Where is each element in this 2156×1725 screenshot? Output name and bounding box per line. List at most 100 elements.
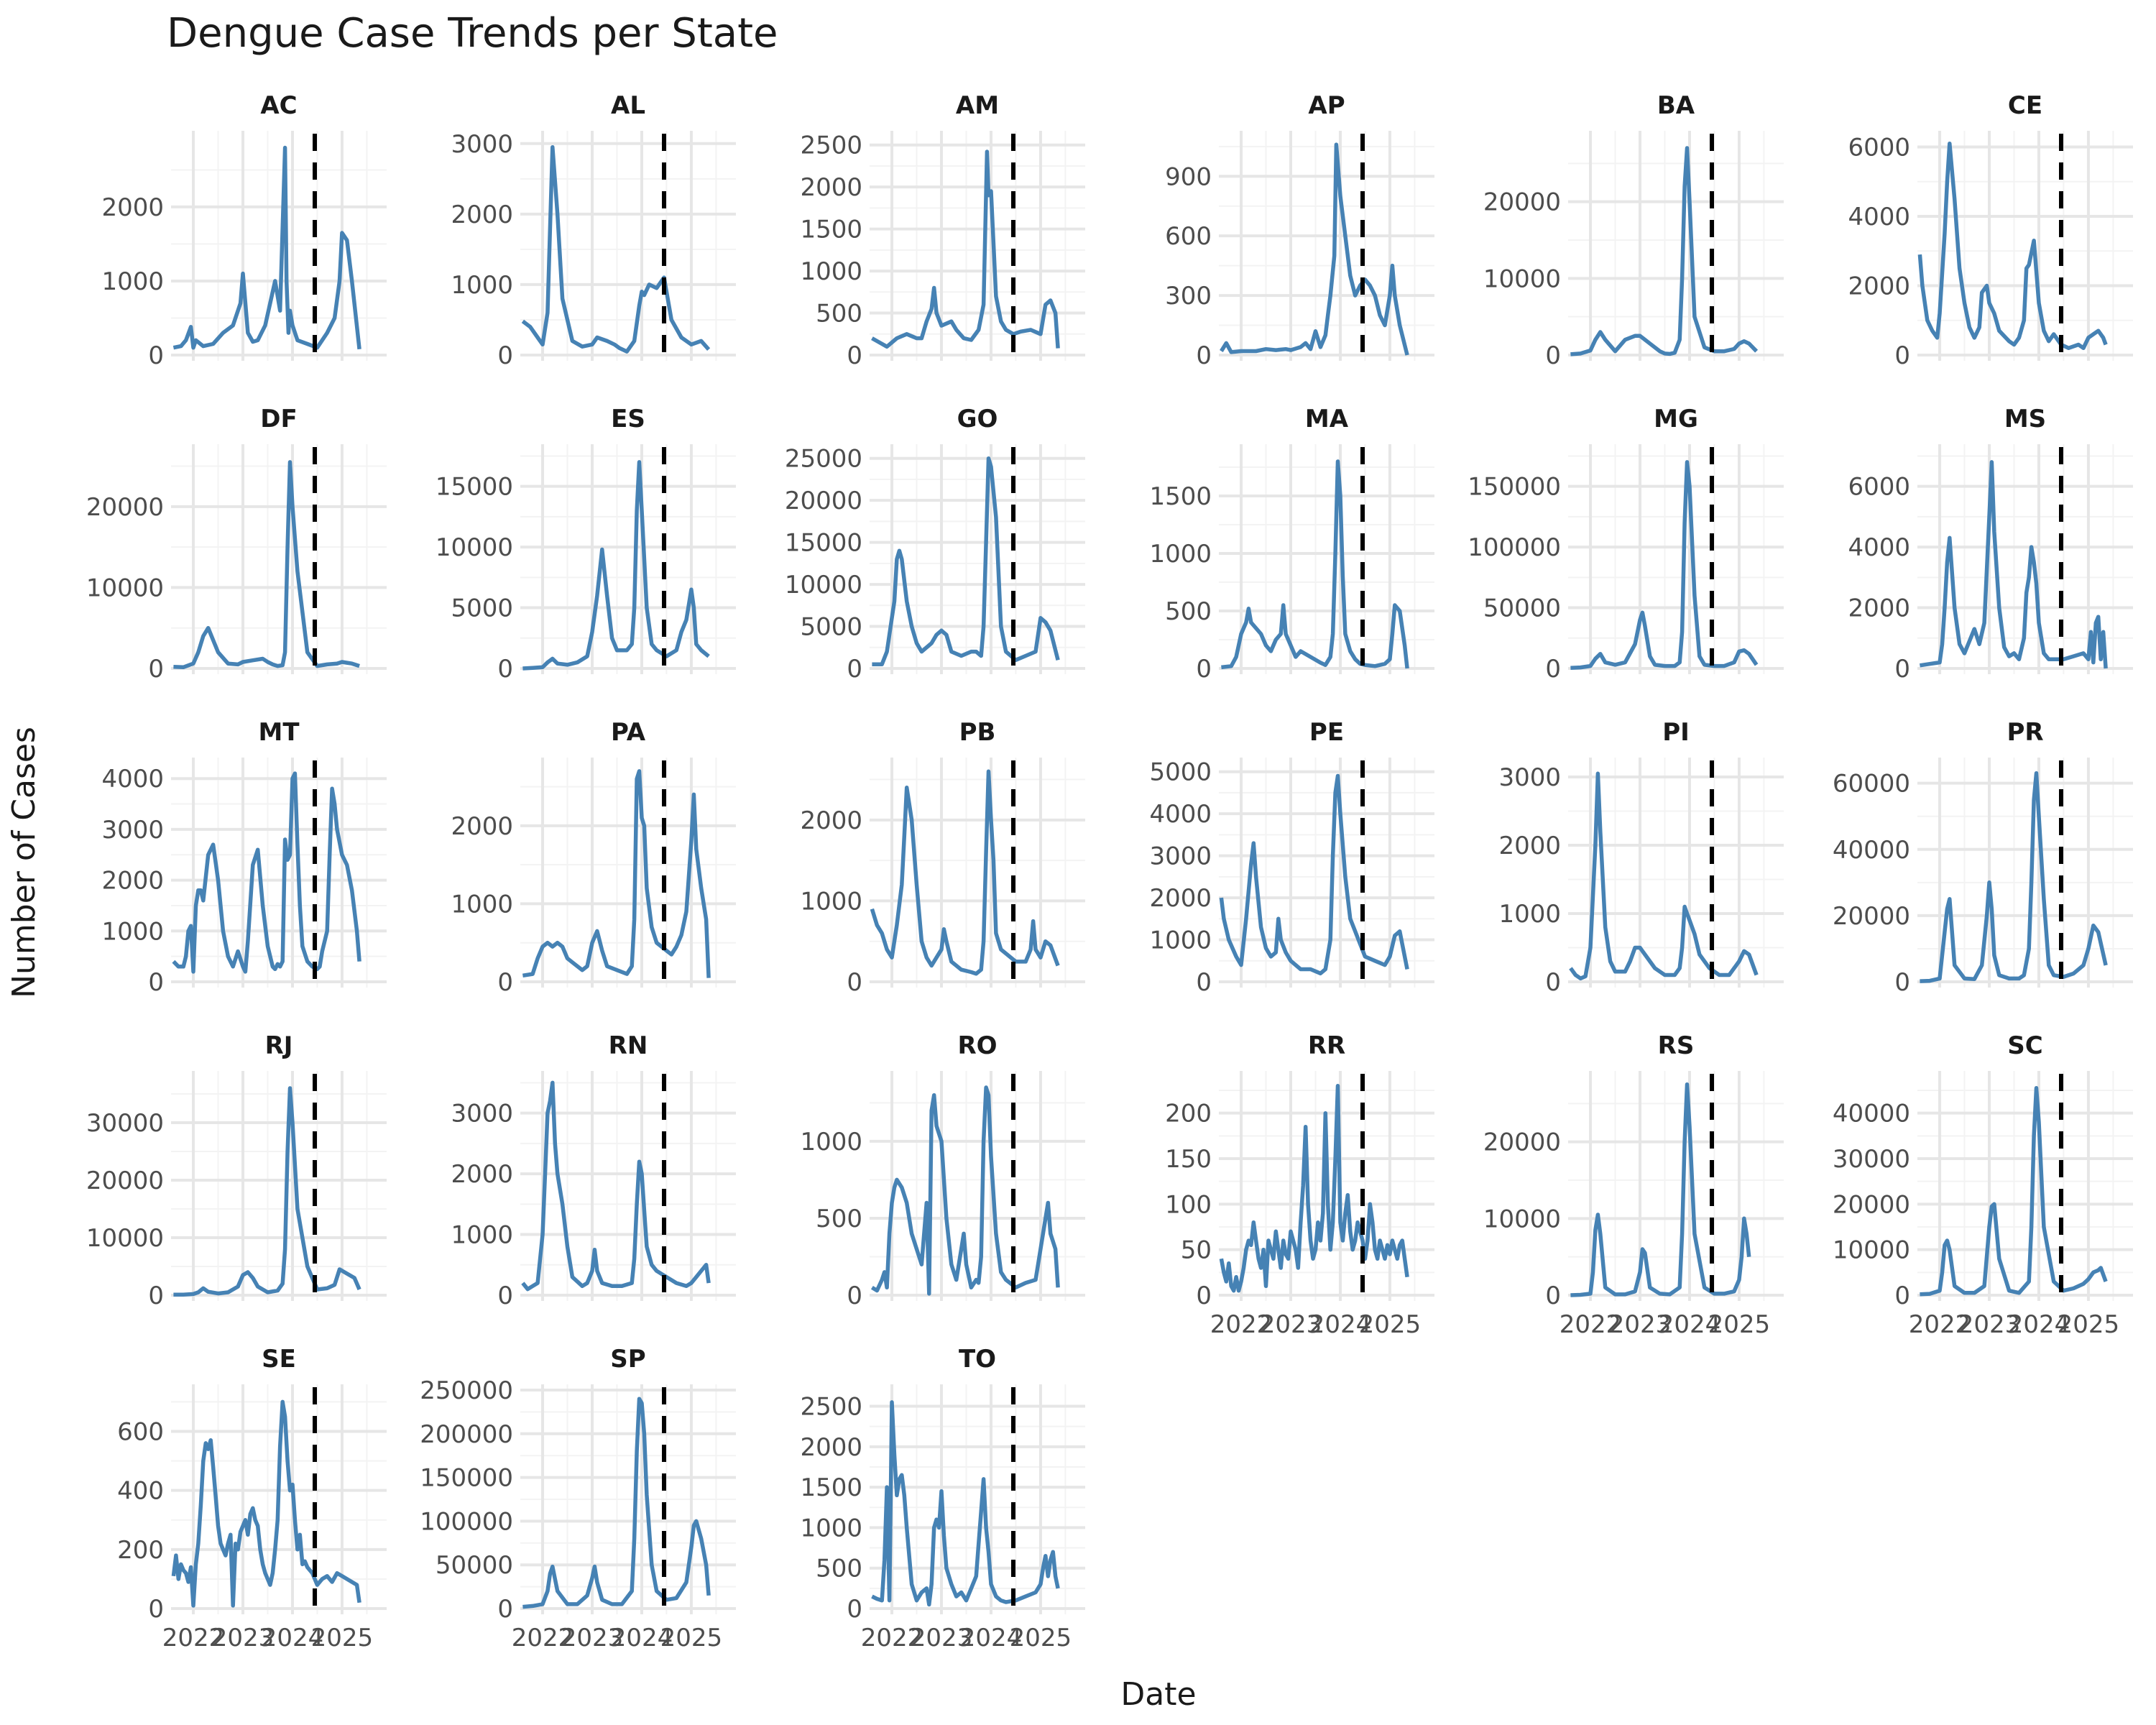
panel-sp: SP 0 50000 100000 150000 200000 250000 20222023… bbox=[420, 1345, 736, 1652]
panel-title: RJ bbox=[265, 1031, 293, 1060]
panel-title: SP bbox=[610, 1345, 645, 1374]
y-tick-label: 2500 bbox=[800, 1393, 862, 1422]
y-tick-label: 2500 bbox=[800, 132, 862, 160]
y-tick-label: 0 bbox=[1894, 1282, 1910, 1310]
panel-title: DF bbox=[260, 405, 297, 433]
series-line bbox=[871, 150, 1060, 349]
y-tick-label: 4000 bbox=[1848, 203, 1910, 231]
y-tick-label: 200 bbox=[117, 1536, 164, 1565]
panel-title: AP bbox=[1308, 91, 1345, 120]
y-tick-label: 1500 bbox=[800, 1473, 862, 1502]
y-tick-label: 0 bbox=[497, 1282, 513, 1310]
y-tick-label: 10000 bbox=[1483, 264, 1561, 293]
series-line bbox=[1919, 460, 2108, 669]
panel-ap: AP 0 300 600 900 bbox=[1165, 91, 1434, 370]
x-tick-label: 2023 bbox=[561, 1624, 624, 1652]
panel-title: PB bbox=[959, 718, 996, 747]
series-line bbox=[1219, 773, 1409, 976]
series-line bbox=[521, 1080, 711, 1292]
y-tick-label: 10000 bbox=[86, 574, 164, 602]
panel-pe: PE 0 1000 2000 3000 4000 5000 bbox=[1149, 718, 1434, 997]
y-tick-label: 0 bbox=[497, 655, 513, 684]
x-tick-label: 2024 bbox=[1309, 1310, 1372, 1339]
y-tick-label: 300 bbox=[1165, 282, 1212, 310]
panel-title: BA bbox=[1657, 91, 1695, 120]
y-tick-label: 2000 bbox=[451, 812, 513, 841]
y-tick-label: 600 bbox=[117, 1418, 164, 1447]
facet-panels: AC010002000AL0100020003000AM050010001500… bbox=[86, 91, 2133, 1652]
x-tick-label: 2025 bbox=[1359, 1310, 1422, 1339]
x-tick-label: 2025 bbox=[1010, 1624, 1072, 1652]
panel-title: PR bbox=[2007, 718, 2043, 747]
x-tick-label: 2022 bbox=[512, 1624, 574, 1652]
y-tick-label: 3000 bbox=[1149, 842, 1212, 871]
series-line bbox=[1569, 771, 1759, 981]
panel-title: MG bbox=[1654, 405, 1698, 433]
y-tick-label: 1000 bbox=[451, 271, 513, 300]
y-tick-label: 30000 bbox=[1833, 1145, 1910, 1174]
panel-title: MA bbox=[1305, 405, 1349, 433]
y-tick-label: 1000 bbox=[451, 1221, 513, 1250]
y-tick-label: 15000 bbox=[436, 473, 513, 502]
panel-title: RO bbox=[957, 1031, 997, 1060]
y-tick-label: 10000 bbox=[436, 533, 513, 562]
series-line bbox=[1920, 1086, 2108, 1297]
y-tick-label: 0 bbox=[847, 1282, 862, 1310]
y-tick-label: 1000 bbox=[1149, 926, 1212, 955]
series-line bbox=[522, 460, 710, 671]
panel-title: RS bbox=[1658, 1031, 1695, 1060]
y-tick-label: 4000 bbox=[1848, 533, 1910, 562]
y-tick-label: 0 bbox=[497, 341, 513, 370]
y-tick-label: 0 bbox=[148, 341, 164, 370]
series-line bbox=[1219, 1083, 1409, 1293]
panel-title: PA bbox=[611, 718, 646, 747]
x-tick-label: 2024 bbox=[2008, 1310, 2070, 1339]
y-tick-label: 3000 bbox=[101, 816, 164, 845]
series-line bbox=[1570, 146, 1759, 356]
y-tick-label: 1000 bbox=[101, 267, 164, 296]
panel-ms: MS 0 2000 4000 6000 bbox=[1848, 405, 2133, 684]
panel-title: AC bbox=[260, 91, 297, 120]
y-tick-label: 0 bbox=[148, 1282, 164, 1310]
panel-title: AM bbox=[956, 91, 999, 120]
panel-ba: BA 0 10000 20000 bbox=[1483, 91, 1784, 370]
panel-pr: PR 0 20000 40000 60000 bbox=[1833, 718, 2133, 997]
panel-ro: RO 0 500 1000 bbox=[800, 1031, 1085, 1310]
series-line bbox=[1570, 1082, 1751, 1297]
x-tick-label: 2022 bbox=[1560, 1310, 1622, 1339]
y-tick-label: 20000 bbox=[86, 1167, 164, 1195]
panel-ac: AC 0 1000 2000 bbox=[101, 91, 387, 370]
y-tick-label: 5000 bbox=[451, 594, 513, 623]
series-line bbox=[173, 460, 360, 670]
y-tick-label: 1000 bbox=[1498, 900, 1561, 929]
y-tick-label: 0 bbox=[1196, 341, 1212, 370]
y-tick-label: 10000 bbox=[86, 1224, 164, 1253]
series-line bbox=[171, 1399, 361, 1608]
y-tick-label: 2000 bbox=[101, 193, 164, 222]
y-tick-label: 3000 bbox=[451, 130, 513, 159]
y-tick-label: 150000 bbox=[420, 1464, 513, 1493]
y-tick-label: 6000 bbox=[1848, 133, 1910, 162]
panel-ce: CE 0 2000 4000 6000 bbox=[1848, 91, 2133, 370]
y-tick-label: 0 bbox=[148, 968, 164, 997]
y-tick-label: 5000 bbox=[1149, 758, 1212, 787]
y-tick-label: 900 bbox=[1165, 162, 1212, 191]
y-tick-label: 3000 bbox=[1498, 763, 1561, 792]
y-tick-label: 0 bbox=[847, 655, 862, 684]
x-tick-label: 2024 bbox=[611, 1624, 673, 1652]
x-tick-label: 2025 bbox=[311, 1624, 374, 1652]
x-tick-label: 2025 bbox=[660, 1624, 723, 1652]
y-axis-title: Number of Cases bbox=[6, 727, 42, 998]
y-tick-label: 20000 bbox=[1483, 188, 1561, 217]
y-tick-label: 2000 bbox=[451, 201, 513, 229]
y-tick-label: 1000 bbox=[800, 887, 862, 916]
x-tick-label: 2023 bbox=[212, 1624, 275, 1652]
y-tick-label: 50000 bbox=[1483, 594, 1561, 623]
y-tick-label: 1500 bbox=[800, 216, 862, 244]
y-tick-label: 600 bbox=[1165, 222, 1212, 251]
y-tick-label: 0 bbox=[148, 655, 164, 684]
series-line bbox=[522, 769, 711, 978]
panel-am: AM 0 500 1000 1500 2000 2500 bbox=[800, 91, 1085, 370]
